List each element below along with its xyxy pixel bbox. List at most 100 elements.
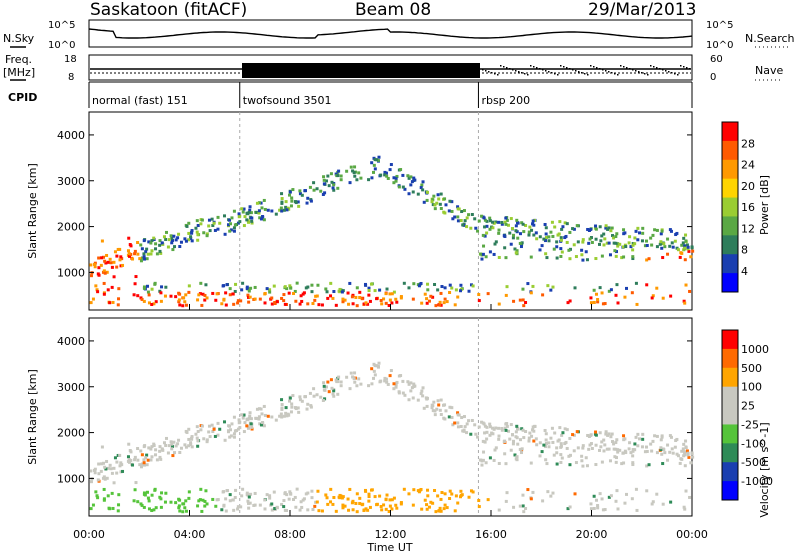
velocity-cell xyxy=(352,377,356,381)
velocity-cell xyxy=(289,410,293,414)
velocity-cell xyxy=(144,456,148,460)
velocity-cell xyxy=(243,421,247,425)
velocity-cell xyxy=(481,458,485,462)
power-cell xyxy=(275,300,279,304)
power-cell xyxy=(650,243,654,247)
power-cell xyxy=(645,258,649,262)
power-cell xyxy=(167,238,171,242)
velocity-cell xyxy=(506,429,510,433)
nave-dot xyxy=(650,65,652,67)
velocity-cell xyxy=(612,447,616,451)
power-cell xyxy=(684,233,688,237)
power-cell xyxy=(247,295,251,299)
velocity-cell xyxy=(556,439,560,443)
colorbar-swatch xyxy=(722,273,738,293)
power-cell xyxy=(444,203,448,207)
power-cell xyxy=(332,290,336,294)
velocity-cell xyxy=(202,437,206,441)
power-ylabel: Slant Range [km] xyxy=(26,163,39,259)
velocity-cell xyxy=(294,505,298,509)
power-cell xyxy=(253,297,257,301)
velocity-cell xyxy=(598,431,602,435)
velocity-cell xyxy=(589,507,593,511)
power-cell xyxy=(563,221,567,225)
power-cell xyxy=(259,201,263,205)
power-cell xyxy=(596,298,600,302)
velocity-cell xyxy=(368,505,372,509)
velocity-cell xyxy=(236,427,240,431)
time-xticks: 00:00 04:00 08:00 12:00 16:00 20:00 00:00 xyxy=(73,304,708,541)
power-cell xyxy=(338,287,342,291)
velocity-cell xyxy=(600,440,604,444)
velocity-cell xyxy=(543,428,547,432)
power-cell xyxy=(590,240,594,244)
velocity-cell xyxy=(544,438,548,442)
velocity-cell xyxy=(474,432,478,436)
power-cell xyxy=(546,284,550,288)
velocity-cell xyxy=(575,430,579,434)
velocity-cell xyxy=(568,436,572,440)
velocity-cell xyxy=(551,491,555,495)
velocity-cell xyxy=(263,498,267,502)
power-cell xyxy=(476,229,480,233)
velocity-cell xyxy=(588,443,592,447)
velocity-cell xyxy=(329,378,333,382)
velocity-cell xyxy=(142,505,146,509)
nave-dot xyxy=(632,69,634,71)
power-cell xyxy=(285,287,289,291)
power-cell xyxy=(129,252,133,256)
power-cell xyxy=(288,193,292,197)
power-cell xyxy=(392,181,396,185)
power-cell xyxy=(681,241,685,245)
power-cell xyxy=(509,217,513,221)
velocity-cell xyxy=(199,487,203,491)
power-cell xyxy=(189,236,193,240)
velocity-cell xyxy=(136,447,140,451)
velocity-cell xyxy=(159,497,163,501)
power-cell xyxy=(268,290,272,294)
power-cell xyxy=(660,246,664,250)
power-cell xyxy=(559,236,563,240)
velocity-cell xyxy=(691,455,695,459)
power-cell xyxy=(331,296,335,300)
velocity-cell xyxy=(266,414,270,418)
velocity-cell xyxy=(394,503,398,507)
velocity-cell xyxy=(497,461,501,465)
power-cell xyxy=(375,297,379,301)
power-cell xyxy=(479,252,483,256)
power-cell xyxy=(121,263,125,267)
velocity-cell xyxy=(431,501,435,505)
velocity-cell xyxy=(149,447,153,451)
power-cell xyxy=(471,284,475,288)
power-cell xyxy=(280,296,284,300)
power-cell xyxy=(425,297,429,301)
velocity-cell xyxy=(154,506,158,510)
velocity-cell xyxy=(450,415,454,419)
power-cell xyxy=(513,247,517,251)
cpid-label: CPID xyxy=(8,91,37,104)
velocity-cell xyxy=(544,432,548,436)
power-cell xyxy=(550,220,554,224)
power-cell xyxy=(224,303,228,307)
velocity-cell xyxy=(436,494,440,498)
power-cell xyxy=(515,221,519,225)
power-cell xyxy=(104,261,108,265)
power-cell xyxy=(362,302,366,306)
velocity-cell xyxy=(177,438,181,442)
power-cell xyxy=(317,303,321,307)
power-cell xyxy=(272,284,276,288)
velocity-cell xyxy=(624,451,628,455)
velocity-cell xyxy=(171,454,175,458)
power-cell xyxy=(470,212,474,216)
power-cell xyxy=(686,247,690,251)
power-cell xyxy=(635,302,639,306)
velocity-cell xyxy=(245,424,249,428)
power-cell xyxy=(268,288,272,292)
velocity-cell xyxy=(189,442,193,446)
power-cell xyxy=(684,283,688,287)
velocity-cell xyxy=(521,504,525,508)
power-cell xyxy=(314,294,318,298)
nave-dot xyxy=(506,67,508,69)
power-cell xyxy=(183,300,187,304)
nave-dot xyxy=(515,70,517,72)
